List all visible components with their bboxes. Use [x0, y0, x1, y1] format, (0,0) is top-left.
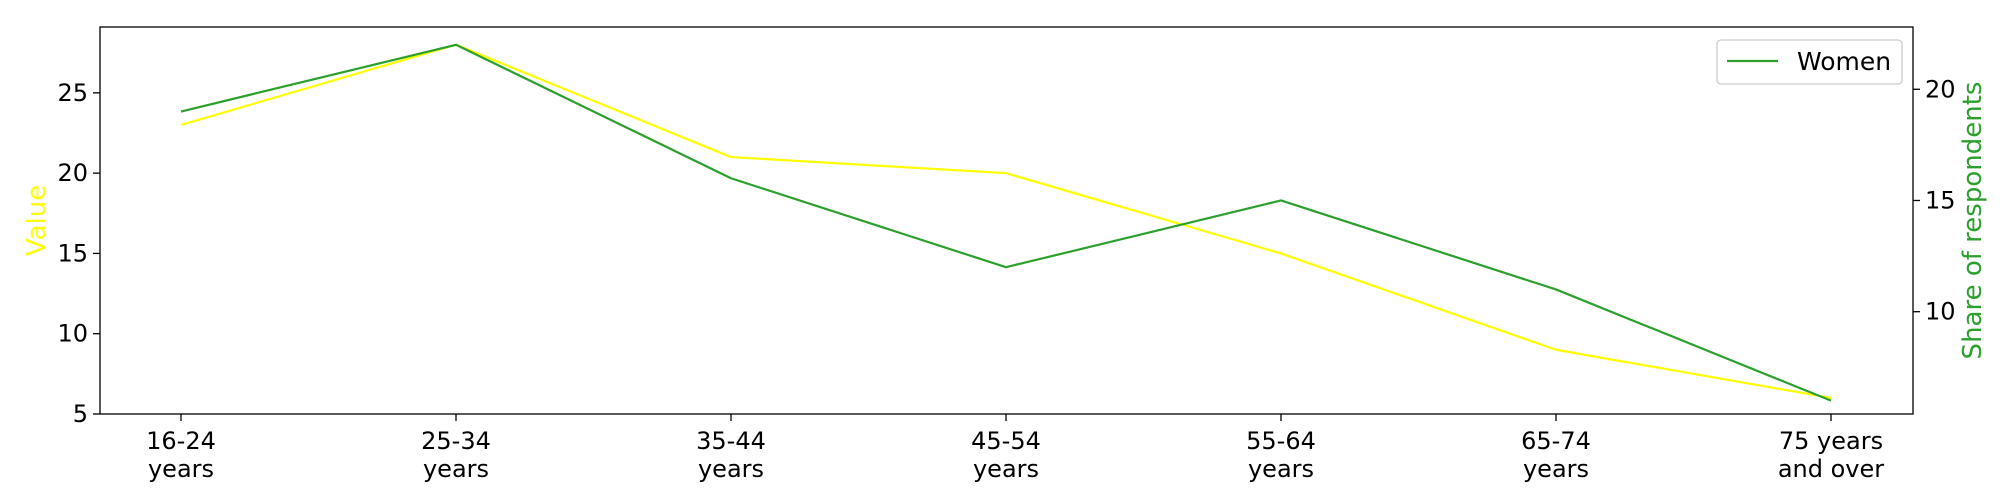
- x-tick-label: years: [973, 455, 1039, 483]
- left-y-tick-label: 5: [73, 400, 88, 428]
- plot-area: [99, 26, 1914, 415]
- right-y-tick-label: 15: [1925, 186, 1956, 214]
- x-tick-label: 45-54: [971, 427, 1041, 455]
- series-line-0: [180, 43, 1832, 400]
- left-y-tick-label: 25: [57, 79, 88, 107]
- x-tick-label: years: [698, 455, 764, 483]
- legend-box: [1716, 39, 1903, 85]
- x-tick-label: years: [148, 455, 214, 483]
- series-line-women: [180, 43, 1832, 402]
- x-tick-label: years: [1248, 455, 1314, 483]
- x-tick-label: 16-24: [146, 427, 216, 455]
- right-y-axis-title: Share of respondents: [1958, 82, 1988, 360]
- x-tick-label: years: [423, 455, 489, 483]
- right-y-tick-label: 10: [1925, 298, 1956, 326]
- x-tick-label: 75 years: [1779, 427, 1883, 455]
- left-y-axis-title: Value: [22, 185, 52, 256]
- x-tick-label: 35-44: [696, 427, 766, 455]
- legend: Women: [1716, 39, 1903, 85]
- left-y-tick-label: 15: [57, 239, 88, 267]
- legend-label-women: Women: [1797, 47, 1891, 76]
- left-y-tick-label: 20: [57, 159, 88, 187]
- right-y-axis: 10 15 20: [1913, 75, 1956, 326]
- x-tick-label: and over: [1778, 455, 1884, 483]
- series-layer: [180, 43, 1832, 402]
- left-y-tick-label: 10: [57, 320, 88, 348]
- right-y-tick-label: 20: [1925, 75, 1956, 103]
- x-tick-label: 55-64: [1246, 427, 1316, 455]
- left-y-axis: 5 10 15 20 25: [57, 79, 100, 428]
- x-tick-label: 25-34: [421, 427, 491, 455]
- x-axis: 16-24years25-34years35-44years45-54years…: [146, 414, 1884, 483]
- x-tick-label: years: [1523, 455, 1589, 483]
- x-tick-label: 65-74: [1521, 427, 1591, 455]
